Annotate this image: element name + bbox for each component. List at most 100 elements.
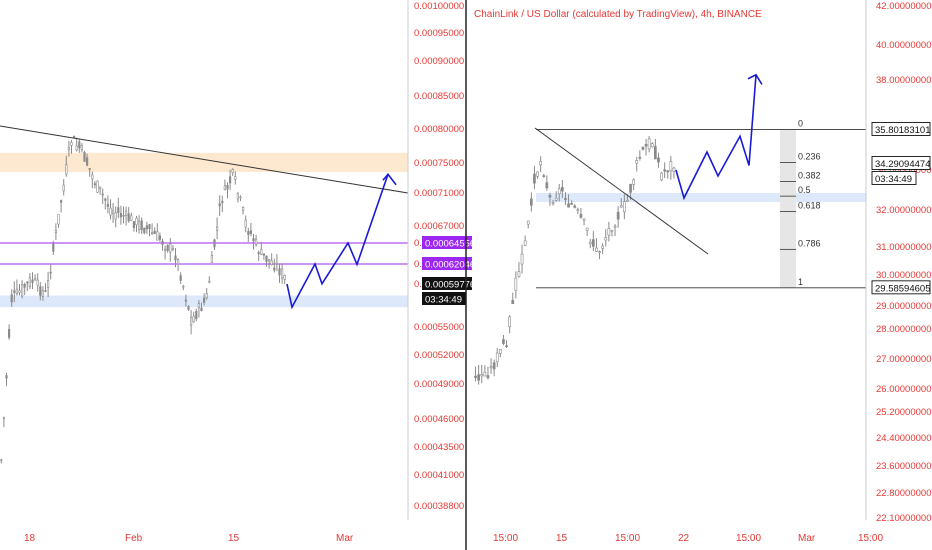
candle-body [130, 215, 133, 221]
x-tick-label: Mar [798, 533, 816, 544]
candle-body [545, 182, 549, 189]
y-tick-label: 31.00000000 [876, 242, 931, 253]
candle-body [283, 275, 286, 280]
candle-body [536, 171, 539, 177]
candle-body [657, 157, 660, 163]
candle-body [54, 229, 57, 234]
candle-body [192, 315, 195, 323]
candle-body [669, 161, 673, 172]
fibonacci-band [780, 129, 796, 288]
candle-body [187, 305, 190, 310]
y-tick-label: 0.00041000 [414, 470, 464, 481]
candle-body [474, 375, 477, 378]
candle-body [262, 253, 266, 256]
candle-body [67, 147, 70, 150]
candle-body [588, 241, 592, 245]
price-tag-label: 0.00059776 [425, 280, 475, 291]
price-tag: 0.00064556 [422, 236, 475, 250]
candle-body [101, 193, 104, 196]
chart-title: ChainLink / US Dollar (calculated by Tra… [474, 9, 762, 20]
candle-body [598, 251, 601, 253]
candle-body [210, 255, 214, 263]
price-tag: 0.00062046 [422, 257, 475, 271]
candle-body [18, 290, 21, 293]
candle-body [644, 144, 648, 147]
x-tick-label: 15:00 [615, 533, 640, 544]
left-time-axis[interactable]: 18 Feb 15 Mar [24, 533, 354, 544]
candle-body [601, 245, 604, 249]
candle-body [244, 219, 247, 228]
fib-level: 0 [536, 118, 866, 130]
candle-body [2, 417, 5, 419]
candle-body [10, 294, 13, 303]
x-tick-label: 22 [678, 533, 690, 544]
candle-body [270, 260, 273, 266]
right-chart-pane[interactable]: 0 0.236 0.382 0.5 0.618 0.786 1 ChainLin… [474, 0, 931, 544]
candle-body [93, 183, 96, 186]
candle-body [31, 279, 34, 283]
candle-body [257, 252, 260, 255]
y-tick-label: 0.00071000 [414, 188, 464, 199]
candle-body [46, 280, 50, 288]
candle-body [526, 220, 530, 225]
x-tick-label: 15:00 [493, 533, 518, 544]
right-price-tags: 35.80183101 34.29094474 03:34:49 29.5859… [871, 122, 930, 294]
y-tick-label: 0.00046000 [414, 414, 464, 425]
projection-path[interactable] [675, 74, 757, 201]
x-tick-label: 15:00 [858, 533, 883, 544]
candle-body [148, 224, 151, 230]
y-tick-label: 32.00000000 [876, 205, 931, 216]
fib-high-tag: 35.80183101 [871, 122, 930, 136]
fib-level: 0.618 [780, 200, 821, 212]
candle-body [579, 213, 583, 218]
candle-body [52, 243, 55, 252]
candle-body [184, 299, 188, 302]
candle-body [205, 293, 208, 298]
candle-body [520, 253, 524, 265]
candle-body [169, 243, 172, 253]
candle-body [533, 173, 536, 184]
x-tick-label: 18 [24, 533, 36, 544]
countdown-label: 03:34:49 [875, 174, 912, 185]
y-tick-label: 0.00085000 [414, 91, 464, 102]
last-price-tag: 34.29094474 [871, 156, 930, 170]
y-tick-label: 29.00000000 [876, 301, 931, 312]
candle-body [554, 197, 558, 201]
candle-body [106, 204, 109, 207]
candle-body [483, 371, 487, 377]
fibonacci-retracement[interactable]: 0 0.236 0.382 0.5 0.618 0.786 1 [536, 118, 866, 289]
right-price-axis[interactable]: 42.00000000 40.00000000 38.00000000 34.0… [876, 1, 931, 524]
candle-body [610, 229, 614, 232]
candle-body [260, 249, 263, 255]
fib-level: 1 [536, 277, 866, 289]
right-time-axis[interactable]: 15:00 15 15:00 22 15:00 Mar 15:00 [493, 533, 883, 544]
y-tick-label: 23.60000000 [876, 461, 931, 472]
candle-body [505, 345, 508, 348]
price-tag-label: 29.58594605 [875, 283, 930, 294]
candle-body [158, 235, 162, 240]
candle-body [33, 278, 37, 281]
left-chart-pane[interactable]: 0.00100000 0.00095000 0.00090000 0.00085… [0, 0, 475, 544]
candle-body [502, 339, 505, 344]
projection-path[interactable] [286, 173, 389, 310]
last-price-tag: 0.00059776 [422, 277, 475, 291]
candle-body [567, 203, 570, 208]
candle-body [480, 374, 484, 377]
descending-trendline[interactable] [0, 125, 409, 194]
candle-body [539, 161, 542, 166]
candle-body [75, 145, 78, 151]
descending-trendline[interactable] [534, 127, 709, 255]
candle-body [234, 176, 237, 180]
candle-body [96, 180, 99, 193]
x-tick-label: 15 [556, 533, 568, 544]
candle-body [28, 277, 32, 288]
candle-body [249, 230, 253, 235]
candle-body [616, 211, 620, 220]
y-tick-label: 24.40000000 [876, 433, 931, 444]
candle-body [143, 227, 146, 234]
candle-body [280, 268, 284, 279]
candle-body [112, 210, 115, 215]
support-zone [536, 193, 866, 202]
countdown-tag: 03:34:49 [422, 292, 466, 306]
projection-arrowhead [382, 172, 397, 186]
